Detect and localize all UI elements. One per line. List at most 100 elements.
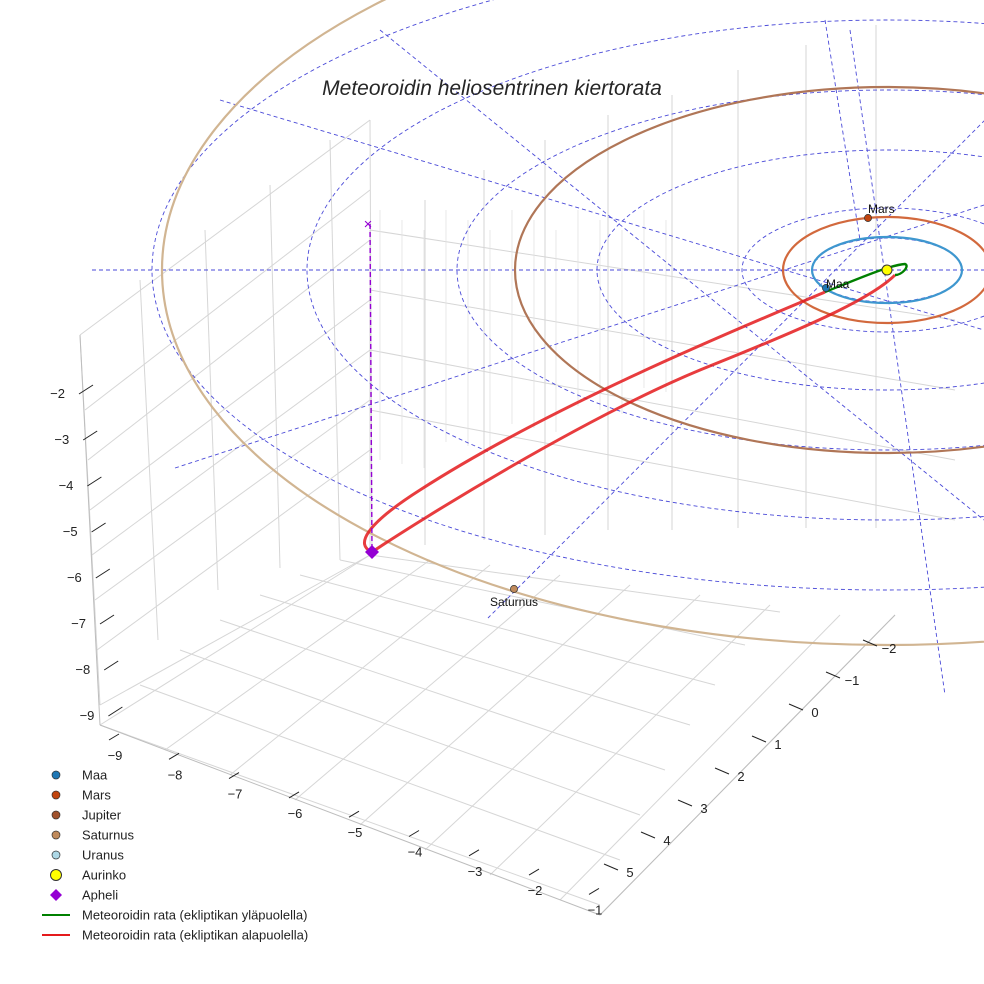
y-tick-label: 5 — [626, 865, 633, 880]
y-tick-label: −1 — [845, 673, 860, 688]
grid-line — [99, 724, 601, 906]
x-tick-mark — [228, 772, 240, 780]
x-tick-label: −4 — [408, 845, 423, 860]
y-axis-line — [599, 614, 896, 916]
grid-line — [179, 649, 641, 816]
sun-marker — [881, 264, 893, 276]
grid-line — [99, 554, 371, 726]
z-tick-label: −5 — [63, 524, 78, 539]
orbit-jupiter — [514, 85, 984, 455]
grid-line — [84, 189, 371, 411]
orbits — [92, 0, 984, 696]
y-tick-label: 4 — [663, 833, 670, 848]
z-tick-mark — [103, 660, 119, 671]
trajectory-below-upper-arc — [371, 273, 897, 554]
aphelion-projection — [369, 223, 373, 553]
x-tick-label: −5 — [348, 825, 363, 840]
reference-line — [849, 29, 946, 696]
planet-marker-maa — [822, 284, 830, 292]
grid-line — [329, 139, 341, 561]
grid-line — [294, 574, 561, 801]
legend-item: Apheli — [50, 888, 118, 903]
legend-item: Meteoroidin rata (ekliptikan alapuolella… — [42, 928, 308, 943]
legend-diamond-swatch — [50, 889, 62, 901]
y-tick-mark — [788, 703, 804, 711]
grid-line — [79, 119, 371, 336]
legend-item: Aurinko — [50, 868, 126, 883]
trajectory-below-lower-arc — [362, 290, 826, 554]
y-tick-mark — [825, 671, 841, 679]
grid-line — [89, 299, 371, 511]
z-tick-label: −6 — [67, 570, 82, 585]
x-tick-mark — [288, 791, 300, 799]
planet-marker-saturnus — [510, 585, 518, 593]
z-tick-mark — [91, 522, 106, 533]
tick-labels: −9 −8 −7 −6 −5 −4 −3 −2 −1 −2 −1 0 1 2 3 4 5 −2 −3 −4 −5 −6 −7… — [50, 384, 897, 917]
orbit-saturnus — [161, 0, 984, 646]
y-tick-mark — [714, 767, 730, 775]
z-tick-mark — [78, 384, 94, 395]
grid-line — [369, 349, 956, 461]
grid-line — [91, 349, 371, 556]
y-tick-mark — [677, 799, 693, 807]
z-tick-mark — [99, 614, 115, 625]
planet-marker-mars — [864, 214, 872, 222]
meteoroid-trajectory: × — [362, 216, 908, 554]
x-tick-mark — [408, 830, 420, 837]
grid-line — [559, 614, 841, 901]
grid-line — [369, 409, 956, 521]
legend-label: Meteoroidin rata (ekliptikan alapuolella… — [82, 928, 308, 943]
y-tick-mark — [640, 831, 656, 839]
z-tick-mark — [95, 568, 111, 579]
reference-line — [174, 204, 984, 469]
legend-circle-swatch — [51, 810, 61, 820]
legend-item: Maa — [51, 768, 108, 783]
z-tick-mark — [87, 476, 102, 487]
x-tick-label: −1 — [588, 902, 603, 917]
planet-label-saturnus: Saturnus — [490, 595, 538, 609]
x-tick-mark — [588, 887, 600, 895]
grid-line — [339, 559, 746, 646]
y-tick-label: 2 — [737, 769, 744, 784]
reference-ellipse — [456, 89, 984, 451]
trajectory-above — [824, 262, 908, 294]
legend-circle-swatch — [50, 869, 62, 881]
grid-line — [204, 229, 219, 591]
grid-line — [359, 584, 631, 826]
y-tick-mark — [603, 863, 619, 871]
z-tick-mark — [108, 706, 123, 717]
legend-label: Aurinko — [82, 868, 126, 883]
markers: Maa Mars Saturnus — [365, 202, 895, 609]
grid — [79, 25, 956, 916]
z-tick-label: −8 — [75, 662, 90, 677]
z-tick-label: −9 — [80, 708, 95, 723]
legend-label: Apheli — [82, 888, 118, 903]
x-tick-mark — [348, 810, 360, 818]
aphelion-top-marker: × — [364, 216, 373, 233]
z-tick-label: −4 — [59, 478, 74, 493]
grid-line — [96, 449, 371, 651]
legend-label: Uranus — [82, 848, 124, 863]
legend-label: Maa — [82, 768, 108, 783]
y-tick-label: −2 — [882, 641, 897, 656]
x-tick-label: −6 — [288, 806, 303, 821]
reference-ellipse — [741, 207, 984, 333]
legend-circle-swatch — [51, 850, 61, 860]
z-tick-label: −3 — [54, 432, 69, 447]
x-tick-mark — [468, 849, 480, 857]
reference-line — [379, 29, 984, 521]
y-tick-label: 1 — [774, 737, 781, 752]
x-axis-line — [99, 724, 601, 916]
chart-title: Meteoroidin heliosentrinen kiertorata — [322, 77, 662, 100]
legend-item: Uranus — [51, 848, 124, 863]
y-tick-mark — [862, 639, 878, 647]
legend-item: Mars — [51, 788, 111, 803]
grid-line — [99, 554, 371, 706]
legend-item: Meteoroidin rata (ekliptikan yläpuolella… — [42, 908, 307, 923]
planet-label-mars: Mars — [868, 202, 895, 216]
planet-label-maa: Maa — [826, 277, 850, 291]
grid-line — [139, 279, 159, 641]
legend-label: Mars — [82, 788, 111, 803]
grid-line — [369, 554, 781, 613]
